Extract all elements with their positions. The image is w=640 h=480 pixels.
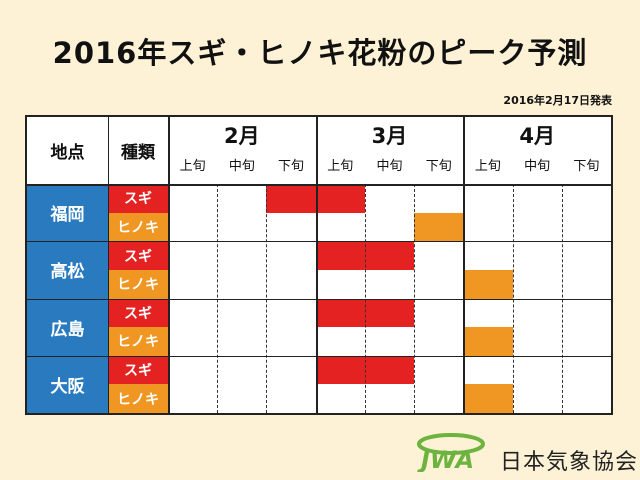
jwa-logo: JWA (417, 433, 485, 472)
period-label: 中旬 (376, 159, 403, 174)
sugi-peak-bar (266, 184, 316, 213)
city-label: 福岡 (27, 184, 108, 242)
grid-line (27, 298, 611, 300)
type-label-hinoki: ヒノキ (108, 327, 168, 356)
grid-line (108, 117, 109, 413)
period-label: 中旬 (524, 159, 551, 174)
type-label-sugi: スギ (108, 355, 168, 385)
jwa-emblem-icon: JWA (417, 433, 485, 472)
sugi-peak-bar (364, 298, 415, 328)
org-name: 日本気象協会 (500, 450, 639, 475)
grid-line (315, 117, 318, 413)
hinoki-peak-bar (414, 212, 464, 242)
forecast-table: 地点 種類 2月 上旬 中旬 下旬 3月 上旬 中旬 下旬 4月 上旬 中旬 下旬 福岡 スギ ヒノキ 高松 スギヒ… (25, 115, 613, 415)
period-label: 下旬 (573, 159, 600, 174)
sugi-peak-bar (315, 355, 365, 385)
publish-date: 2016年2月17日発表 (503, 94, 612, 107)
sugi-peak-bar (315, 184, 365, 213)
hinoki-peak-bar (463, 269, 513, 299)
hinoki-peak-bar (463, 384, 513, 413)
type-header: 種類 (121, 143, 155, 163)
month-label: 4月 (519, 124, 555, 148)
sugi-peak-bar (315, 298, 365, 328)
hinoki-peak-bar (463, 327, 513, 356)
period-label: 上旬 (327, 159, 354, 174)
type-label-sugi: スギ (108, 298, 168, 328)
location-header: 地点 (50, 143, 85, 163)
type-label-hinoki: ヒノキ (108, 269, 168, 299)
city-label: 広島 (27, 298, 108, 356)
period-label: 下旬 (278, 159, 305, 174)
period-label: 下旬 (425, 159, 452, 174)
sugi-peak-bar (364, 355, 415, 385)
logo-emblem-text: JWA (417, 446, 474, 472)
sugi-peak-bar (364, 241, 415, 270)
grid-line (463, 117, 466, 413)
period-label: 中旬 (228, 159, 255, 174)
grid-line (27, 184, 611, 186)
grid-line (168, 117, 170, 413)
period-label: 上旬 (474, 159, 501, 174)
sugi-peak-bar (315, 241, 365, 270)
month-label: 3月 (371, 124, 408, 148)
city-label: 大阪 (27, 355, 108, 413)
type-label-sugi: スギ (108, 241, 168, 270)
type-label-hinoki: ヒノキ (108, 384, 168, 413)
city-label: 高松 (27, 241, 108, 299)
period-label: 上旬 (179, 159, 206, 174)
month-label: 2月 (224, 124, 260, 148)
grid-line (27, 355, 611, 357)
grid-line (27, 241, 611, 243)
type-label-hinoki: ヒノキ (108, 212, 168, 242)
page-title: 2016年スギ・ヒノキ花粉のピーク予測 (52, 36, 588, 70)
type-label-sugi: スギ (108, 184, 168, 213)
